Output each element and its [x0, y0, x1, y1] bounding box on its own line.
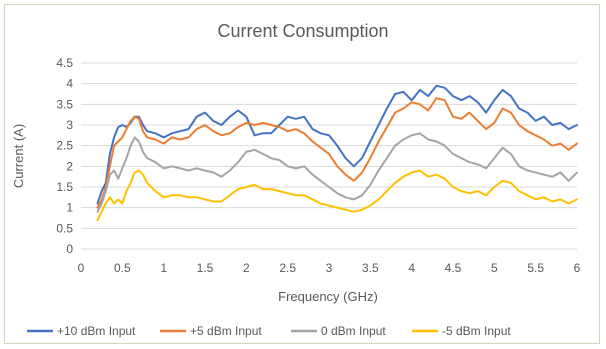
x-tick-label: 3.5: [362, 261, 379, 275]
y-tick-label: 4.5: [56, 56, 73, 70]
x-axis-ticks: 0 0.5 1 1.5 2 2.5 3 3.5 4 4.5 5 5.5 6: [78, 261, 581, 275]
x-tick-label: 5: [491, 261, 498, 275]
y-tick-label: 1: [66, 201, 73, 215]
legend-label: -5 dBm Input: [442, 324, 511, 338]
y-tick-label: 1.5: [56, 180, 73, 194]
x-tick-label: 4.5: [445, 261, 462, 275]
x-tick-label: 1.5: [197, 261, 214, 275]
x-tick-label: 3: [326, 261, 333, 275]
y-tick-label: 0: [66, 242, 73, 256]
y-tick-label: 3: [66, 118, 73, 132]
x-tick-label: 4: [408, 261, 415, 275]
legend-label: +10 dBm Input: [57, 324, 136, 338]
y-tick-label: 3.5: [56, 97, 73, 111]
chart-frame: Current Consumption 0 0.5 1 1.5 2 2.5 3 3.5 4 4.5…: [4, 4, 600, 344]
legend-label: 0 dBm Input: [321, 324, 386, 338]
y-axis-label: Current (A): [11, 124, 26, 188]
legend: +10 dBm Input +5 dBm Input 0 dBm Input -5 d…: [27, 324, 511, 338]
x-tick-label: 0.5: [114, 261, 131, 275]
x-tick-label: 5.5: [527, 261, 544, 275]
y-axis-ticks: 0 0.5 1 1.5 2 2.5 3 3.5 4 4.5: [56, 56, 73, 256]
y-tick-label: 4: [66, 77, 73, 91]
x-tick-label: 2: [243, 261, 250, 275]
y-tick-label: 2.5: [56, 139, 73, 153]
series-line-0: [96, 84, 578, 205]
x-tick-label: 0: [78, 261, 85, 275]
series-line-2: [96, 132, 578, 213]
current-consumption-chart: Current Consumption 0 0.5 1 1.5 2 2.5 3 3.5 4 4.5…: [11, 21, 581, 338]
legend-label: +5 dBm Input: [190, 324, 262, 338]
y-tick-label: 2: [66, 159, 73, 173]
y-tick-label: 0.5: [56, 221, 73, 235]
x-tick-label: 6: [574, 261, 581, 275]
x-tick-label: 2.5: [279, 261, 296, 275]
gridlines: [81, 62, 577, 250]
x-axis-label: Frequency (GHz): [278, 289, 378, 304]
series-line-3: [96, 169, 578, 222]
x-tick-label: 1: [160, 261, 167, 275]
series-line-1: [96, 97, 578, 209]
series-lines: [96, 84, 578, 222]
chart-title: Current Consumption: [217, 21, 388, 41]
